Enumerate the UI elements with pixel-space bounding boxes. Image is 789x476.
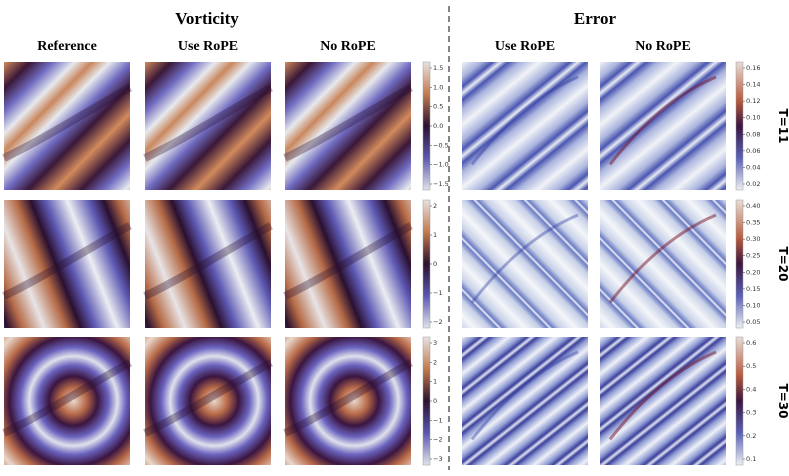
colorbar-tick-label: 0.30 [746, 235, 760, 243]
vorticity-map [285, 62, 411, 190]
vorticity-map [145, 200, 271, 328]
colorbar [422, 199, 431, 329]
colorbar [735, 199, 744, 329]
vorticity-map [145, 62, 271, 190]
colorbar-tick-label: 0.5 [746, 362, 756, 370]
colorbar-tick-label: −1 [433, 416, 443, 424]
colorbar-tick-label: −2 [433, 318, 443, 326]
error-streak [608, 213, 717, 304]
colorbar-tick-label: 0.20 [746, 268, 760, 276]
colorbar-tick-label: 1.5 [433, 64, 443, 72]
vortex-band [283, 222, 413, 300]
header: Error [574, 9, 617, 28]
header: Vorticity [175, 9, 239, 28]
error-map [462, 337, 588, 465]
colorbar-tick-label: 1 [433, 231, 437, 239]
column-label: Use RoPE [178, 39, 238, 54]
colorbar-tick-label: 0.15 [746, 285, 760, 293]
vortex-band [2, 84, 132, 162]
colorbar-tick-label: 0.10 [746, 114, 760, 122]
colorbar-tick-label: 0 [433, 260, 437, 268]
colorbar-tick-label: 3 [433, 339, 437, 347]
error-streak [470, 350, 579, 441]
vortex-band [143, 359, 273, 437]
colorbar-tick-label: −0.5 [433, 141, 449, 149]
row-label: T=30 [776, 384, 789, 419]
vortex-band [283, 84, 413, 162]
colorbar-tick-label: 0.14 [746, 81, 760, 89]
vortex-band [2, 359, 132, 437]
colorbar-tick-label: 0.05 [746, 318, 760, 326]
vortex-band [143, 84, 273, 162]
colorbar [735, 61, 744, 191]
colorbar-tick-label: 0.16 [746, 64, 760, 72]
column-label: Reference [37, 39, 97, 54]
colorbar-tick-label: 0.1 [746, 455, 756, 463]
column-label: No RoPE [635, 39, 691, 54]
vortex-band [283, 359, 413, 437]
error-streak [608, 75, 717, 166]
colorbar-tick-label: 0.06 [746, 147, 760, 155]
colorbar-tick-label: 0.08 [746, 130, 760, 138]
colorbar [735, 336, 744, 466]
vorticity-map [285, 337, 411, 465]
error-streak [608, 350, 717, 441]
colorbar [422, 61, 431, 191]
colorbar-tick-label: 1 [433, 378, 437, 386]
column-label: Use RoPE [495, 39, 555, 54]
error-streak [470, 75, 579, 166]
colorbar-tick-label: 2 [433, 202, 437, 210]
vortex-band [143, 222, 273, 300]
vorticity-map [4, 337, 130, 465]
row-label: T=20 [776, 247, 789, 282]
vorticity-map [145, 337, 271, 465]
colorbar-tick-label: 0.04 [746, 163, 760, 171]
colorbar-tick-label: −1 [433, 289, 443, 297]
error-streak [470, 213, 579, 304]
colorbar-tick-label: 0.2 [746, 432, 756, 440]
colorbar-tick-label: 0.40 [746, 202, 760, 210]
vorticity-map [285, 200, 411, 328]
colorbar-tick-label: −2 [433, 436, 443, 444]
colorbar-tick-label: −1.5 [433, 180, 449, 188]
colorbar-tick-label: 0.25 [746, 252, 760, 260]
colorbar-tick-label: 0 [433, 397, 437, 405]
colorbar-tick-label: 0.10 [746, 301, 760, 309]
colorbar-tick-label: 0.4 [746, 385, 756, 393]
colorbar-tick-label: 0.12 [746, 97, 760, 105]
colorbar-tick-label: 0.02 [746, 180, 760, 188]
colorbar [422, 336, 431, 466]
vorticity-map [4, 62, 130, 190]
colorbar-tick-label: 0.0 [433, 122, 443, 130]
error-map [462, 62, 588, 190]
colorbar-tick-label: 0.5 [433, 103, 443, 111]
vortex-band [2, 222, 132, 300]
error-map [462, 200, 588, 328]
colorbar-tick-label: 0.6 [746, 339, 756, 347]
colorbar-tick-label: 1.0 [433, 83, 443, 91]
column-label: No RoPE [320, 39, 376, 54]
colorbar-tick-label: −1.0 [433, 161, 449, 169]
colorbar-tick-label: −3 [433, 455, 443, 463]
vorticity-map [4, 200, 130, 328]
colorbar-tick-label: 2 [433, 358, 437, 366]
colorbar-tick-label: 0.3 [746, 409, 756, 417]
row-label: T=11 [776, 109, 789, 144]
colorbar-tick-label: 0.35 [746, 219, 760, 227]
